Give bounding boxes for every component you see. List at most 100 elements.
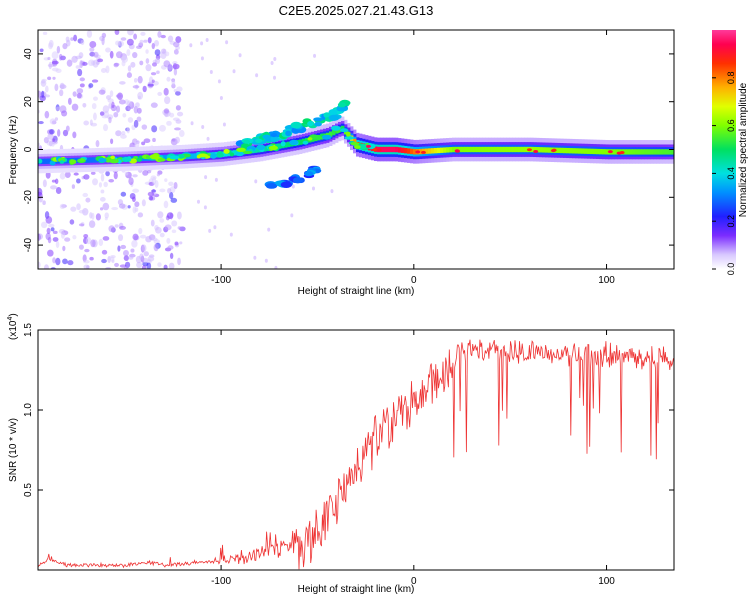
noise-point: [164, 178, 168, 182]
spectral-blob: [292, 177, 303, 184]
noise-point: [50, 227, 55, 232]
ridge-cell: [626, 149, 630, 155]
ridge-cell: [452, 146, 456, 153]
ridge-cell: [500, 146, 504, 153]
noise-point: [55, 257, 61, 266]
noise-point: [111, 207, 119, 211]
noise-point: [61, 110, 68, 117]
noise-point: [133, 33, 138, 40]
spectrogram-y-label: Frequency (Hz): [8, 116, 19, 185]
noise-point: [145, 235, 152, 243]
noise-point: [179, 129, 185, 138]
spectral-blob: [323, 112, 331, 118]
noise-point: [78, 244, 84, 250]
noise-point: [120, 37, 127, 41]
noise-point: [174, 136, 180, 144]
spectral-blob: [607, 150, 613, 154]
noise-point: [123, 255, 129, 261]
noise-point: [108, 225, 115, 233]
noise-point: [190, 121, 194, 126]
noise-point: [127, 117, 134, 123]
noise-point: [46, 227, 51, 234]
noise-point: [47, 76, 52, 81]
spectral-blob: [210, 153, 217, 159]
noise-point: [157, 262, 162, 267]
spectral-blob: [285, 130, 292, 137]
spectral-blob: [328, 114, 340, 121]
noise-point: [90, 171, 96, 175]
noise-point: [123, 250, 129, 257]
colorbar-tick-label: 0.4: [726, 167, 736, 180]
ridge-cell: [491, 146, 495, 153]
noise-point: [145, 49, 149, 54]
ridge-cell: [581, 148, 585, 154]
noise-point: [175, 119, 182, 124]
ridge-cell: [458, 146, 462, 153]
spectral-blob: [243, 139, 250, 144]
noise-point: [67, 260, 74, 266]
noise-point: [118, 203, 126, 209]
noise-point: [136, 107, 142, 114]
spectral-blob: [235, 151, 244, 157]
noise-point: [169, 112, 175, 118]
spectral-blob: [337, 102, 346, 108]
noise-point: [126, 38, 134, 46]
ridge-cell: [641, 149, 645, 155]
ridge-cell: [410, 148, 414, 155]
y-tick-label: 1.5: [23, 323, 34, 337]
noise-point: [143, 138, 151, 144]
noise-point: [57, 129, 61, 137]
ridge-cell: [488, 146, 492, 153]
noise-point: [160, 34, 166, 39]
noise-point: [127, 65, 132, 72]
spectral-blob: [526, 148, 532, 152]
noise-point: [139, 253, 144, 261]
noise-point: [204, 175, 208, 180]
ridge-cell: [578, 148, 582, 154]
noise-point: [173, 49, 179, 55]
noise-point: [311, 186, 315, 191]
noise-point: [168, 262, 175, 269]
noise-point: [83, 259, 90, 264]
noise-point: [137, 212, 144, 218]
noise-point: [102, 236, 110, 241]
spectral-blob: [340, 128, 349, 133]
noise-point: [176, 111, 184, 117]
noise-point: [93, 112, 97, 121]
noise-point: [121, 55, 129, 63]
noise-point: [157, 91, 163, 97]
noise-point: [120, 244, 127, 250]
ridge-cell: [566, 147, 570, 154]
noise-point: [143, 257, 148, 264]
ridge-cell: [518, 146, 522, 153]
ridge-cell: [329, 131, 333, 137]
ridge-cell: [659, 149, 663, 155]
noise-point: [175, 105, 181, 111]
noise-point: [209, 69, 213, 74]
ridge-cell: [194, 153, 198, 159]
noise-point: [40, 221, 48, 229]
ridge-cell: [443, 147, 447, 153]
noise-point: [110, 138, 114, 145]
noise-point: [166, 120, 172, 126]
noise-point: [130, 61, 136, 68]
noise-point: [56, 45, 61, 54]
noise-point: [313, 53, 317, 58]
noise-point: [76, 92, 82, 99]
noise-point: [55, 186, 62, 195]
noise-point: [90, 239, 96, 248]
noise-point: [270, 60, 274, 65]
spectral-blob: [270, 135, 278, 143]
spectral-blob: [304, 171, 314, 177]
noise-point: [159, 188, 166, 193]
ridge-cell: [671, 149, 674, 155]
spectral-blob: [38, 158, 43, 164]
ridge-cell: [521, 146, 525, 153]
noise-point: [71, 184, 76, 189]
noise-point: [176, 86, 183, 92]
noise-point: [45, 216, 53, 224]
noise-point: [105, 171, 110, 177]
noise-point: [72, 235, 77, 240]
noise-point: [39, 48, 44, 53]
noise-point: [177, 257, 181, 266]
